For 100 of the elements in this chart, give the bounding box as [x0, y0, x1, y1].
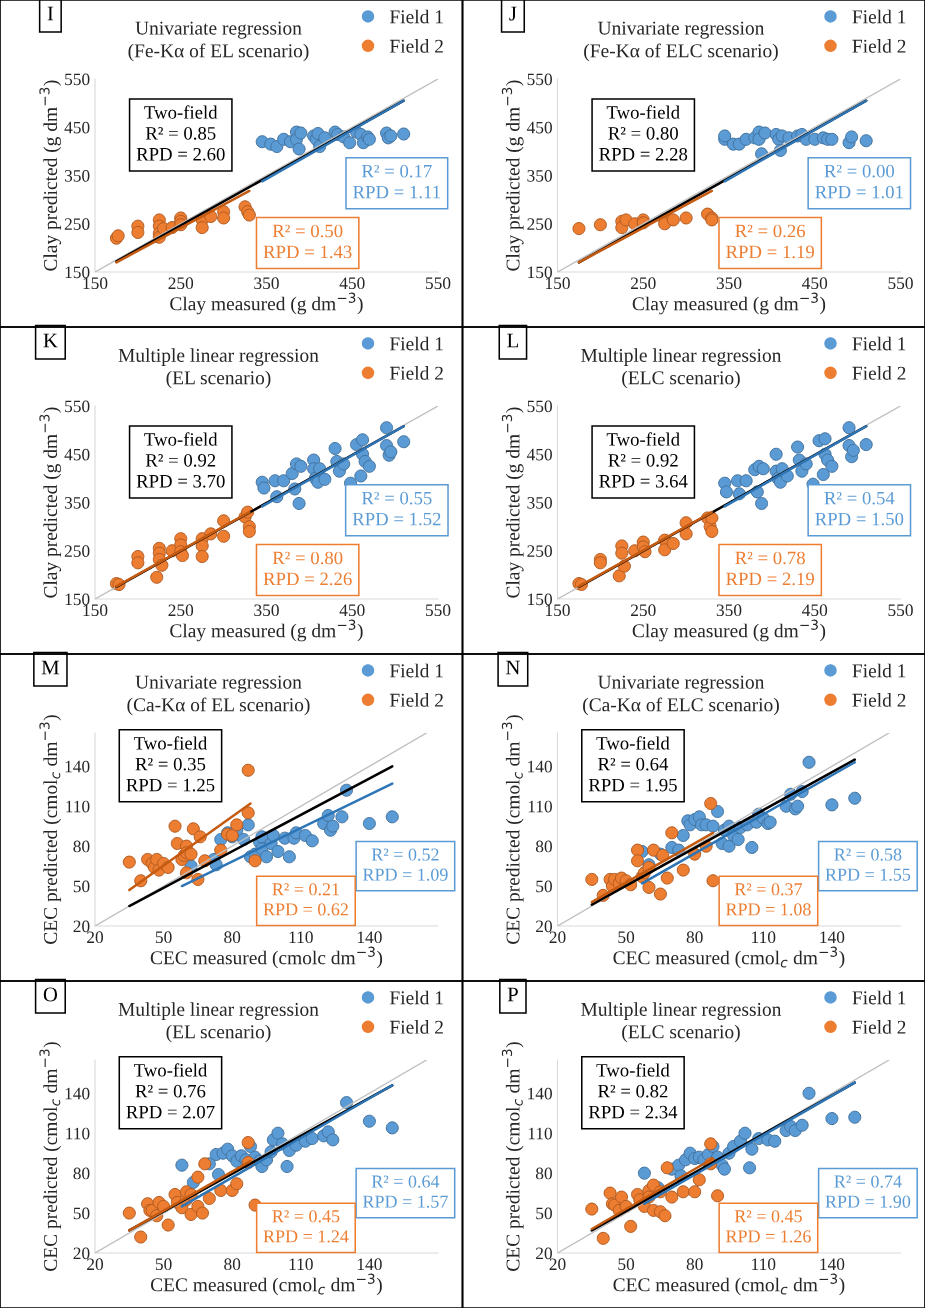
y-tick-label: 250 [527, 545, 552, 557]
x-axis-title: CEC measured (cmol$_{c}$ dm$^{−3}$) [150, 1273, 382, 1296]
x-tick-label: 250 [168, 604, 194, 617]
y-tick-label: 450 [64, 121, 90, 134]
annotation: R² = 0.26 RPD = 1.19 [726, 224, 815, 259]
text: M [41, 660, 60, 675]
x-tick-label: 150 [546, 277, 570, 290]
legend-label: Field 1 [389, 663, 443, 678]
x-tick-label: 140 [820, 931, 845, 944]
annotation: R² = 0.58 RPD = 1.55 [825, 848, 911, 881]
x-axis-title: Clay measured (g dm$^{−3}$) [632, 619, 826, 642]
x-tick-label: 250 [630, 277, 656, 290]
y-tick-label: 150 [65, 593, 90, 606]
legend-label: Field 1 [852, 9, 906, 24]
y-tick-label: 550 [527, 400, 552, 413]
x-tick-label: 140 [820, 1258, 845, 1271]
y-tick-label: 250 [64, 545, 90, 557]
x-tick-label: 50 [618, 931, 635, 944]
text: O [43, 987, 58, 1002]
y-tick-label: 250 [64, 218, 90, 230]
chart-title: Multiple linear regression (EL scenario) [118, 1002, 319, 1043]
x-axis-title: Clay measured (g dm$^{−3}$) [170, 619, 363, 642]
x-axis-title: CEC measured (cmol$_{c}$ dm$^{−3}$) [613, 1273, 845, 1296]
y-tick-label: 140 [528, 760, 552, 773]
annotation: R² = 0.74 RPD = 1.90 [825, 1175, 911, 1208]
legend-label: Field 2 [389, 1020, 443, 1034]
x-tick-label: 450 [802, 277, 828, 290]
x-tick-label: 550 [425, 277, 451, 290]
y-tick-label: 550 [65, 400, 90, 413]
legend-label: Field 2 [389, 39, 443, 53]
y-tick-label: 80 [535, 1167, 552, 1180]
x-tick-label: 140 [357, 1258, 382, 1271]
annotation: R² = 0.00 RPD = 1.01 [815, 164, 903, 199]
x-tick-label: 110 [752, 931, 776, 944]
x-tick-label: 80 [686, 931, 703, 944]
chart-title: Univariate regression (Fe-Kα of ELC scenario) [584, 21, 778, 62]
y-tick-label: 20 [73, 1247, 90, 1260]
y-axis-title: CEC predicted (cmol$_{c}$ dm$^{−3}$) [39, 1042, 62, 1271]
legend-label: Field 2 [852, 1020, 906, 1034]
x-axis-title: CEC measured (cmolc dm$^{−3}$) [150, 946, 383, 969]
y-tick-label: 80 [73, 1167, 90, 1180]
text: P [507, 987, 518, 1002]
x-tick-label: 50 [155, 1258, 172, 1271]
x-tick-label: 110 [289, 931, 313, 944]
annotation: R² = 0.17 RPD = 1.11 [353, 164, 440, 199]
y-axis-title: Clay predicted (g dm$^{−3}$) [39, 407, 62, 598]
y-tick-label: 80 [73, 840, 90, 853]
annotation: R² = 0.21 RPD = 0.62 [263, 883, 348, 916]
annotation: Two-field R² = 0.35 RPD = 1.25 [126, 736, 215, 792]
legend-label: Field 1 [852, 663, 906, 678]
y-tick-label: 110 [66, 800, 90, 813]
y-tick-label: 140 [65, 760, 90, 773]
y-axis-title: CEC predicted (cmol$_{c}$ dm$^{−3}$) [501, 715, 524, 944]
y-tick-label: 450 [526, 448, 552, 461]
x-tick-label: 550 [425, 604, 451, 617]
y-tick-label: 150 [528, 593, 552, 606]
x-tick-label: 20 [549, 931, 566, 944]
x-tick-label: 150 [83, 277, 108, 290]
y-tick-label: 150 [65, 266, 90, 279]
y-tick-label: 350 [64, 496, 90, 509]
y-axis-title: CEC predicted (cmol$_{c}$ dm$^{−3}$) [501, 1042, 524, 1271]
x-axis-title: CEC measured (cmol$_{c}$ dm$^{−3}$) [613, 946, 845, 969]
x-tick-label: 20 [87, 1258, 104, 1271]
chart-title: Univariate regression (Fe-Kα of EL scenario) [128, 21, 309, 62]
text: K [43, 333, 58, 348]
y-tick-label: 140 [528, 1087, 552, 1100]
x-tick-label: 450 [339, 277, 365, 290]
text: N [505, 660, 520, 675]
annotation: R² = 0.52 RPD = 1.09 [362, 848, 448, 881]
y-axis-title: CEC predicted (cmol$_{c}$ dm$^{−3}$) [39, 715, 62, 944]
y-tick-label: 20 [73, 920, 90, 933]
legend-label: Field 1 [389, 336, 443, 351]
legend-label: Field 2 [389, 693, 443, 707]
y-tick-label: 50 [73, 880, 90, 893]
x-tick-label: 350 [716, 604, 742, 617]
x-tick-label: 50 [155, 931, 172, 944]
annotation: Two-field R² = 0.80 RPD = 2.28 [599, 105, 688, 161]
chart-title: Univariate regression (Ca-Kα of EL scenario) [127, 675, 310, 716]
annotation: R² = 0.45 RPD = 1.26 [726, 1210, 811, 1243]
y-tick-label: 20 [536, 1247, 552, 1260]
x-tick-label: 350 [254, 277, 279, 290]
x-tick-label: 80 [224, 1258, 241, 1271]
text: L [507, 333, 519, 348]
annotation: Two-field R² = 0.92 RPD = 3.64 [599, 432, 688, 488]
y-tick-label: 350 [527, 169, 552, 182]
x-tick-label: 350 [254, 604, 279, 617]
y-tick-label: 110 [528, 800, 552, 813]
legend-label: Field 1 [852, 336, 906, 351]
y-axis-title: Clay predicted (g dm$^{−3}$) [501, 80, 524, 271]
y-tick-label: 80 [535, 840, 552, 853]
x-tick-label: 80 [224, 931, 241, 944]
annotation: R² = 0.45 RPD = 1.24 [263, 1210, 349, 1243]
legend-label: Field 2 [389, 366, 443, 380]
x-tick-label: 20 [549, 1258, 566, 1271]
y-tick-label: 110 [528, 1127, 552, 1140]
legend-label: Field 2 [852, 39, 906, 53]
y-tick-label: 150 [528, 266, 552, 279]
legend-label: Field 1 [389, 990, 443, 1005]
x-tick-label: 150 [83, 604, 108, 617]
annotation: R² = 0.37 RPD = 1.08 [726, 883, 811, 916]
